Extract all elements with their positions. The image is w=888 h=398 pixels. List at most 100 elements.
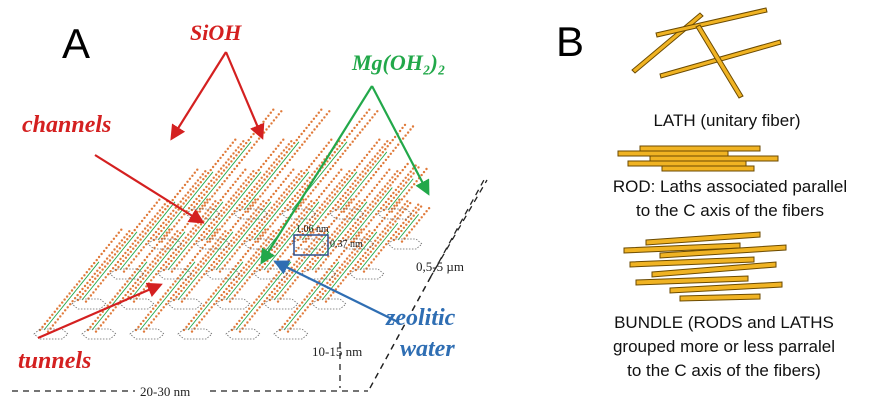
structure-dot — [400, 229, 403, 233]
structure-dot — [155, 201, 158, 204]
structure-dot — [322, 147, 326, 150]
structure-dot — [221, 195, 225, 199]
structure-dot — [235, 322, 239, 326]
structure-dot — [362, 186, 365, 189]
structure-dot — [314, 217, 317, 220]
structure-dot — [380, 219, 384, 223]
structure-dot — [227, 163, 231, 166]
structure-dot — [212, 260, 216, 264]
structure-dot — [360, 228, 363, 231]
structure-dot — [378, 149, 382, 152]
structure-dot — [304, 240, 308, 243]
structure-dot — [229, 271, 232, 274]
tunnel-block — [71, 298, 107, 310]
mg-layer-line — [157, 171, 214, 241]
structure-dot — [172, 251, 175, 255]
lath-caption: LATH (unitary fiber) — [653, 111, 800, 130]
structure-dot — [371, 116, 374, 119]
structure-dot — [298, 146, 301, 149]
structure-dot — [354, 184, 357, 187]
structure-dot — [202, 178, 205, 181]
structure-dot — [66, 306, 69, 309]
structure-dot — [259, 245, 263, 248]
structure-dot — [406, 131, 410, 134]
structure-dot — [103, 260, 106, 263]
structure-dot — [193, 213, 197, 217]
structure-dot — [250, 188, 254, 192]
structure-dot — [167, 262, 171, 266]
structure-dot — [318, 122, 321, 125]
structure-dot — [264, 239, 268, 242]
structure-dot — [321, 287, 324, 291]
structure-dot — [268, 293, 271, 297]
structure-dot — [107, 315, 110, 318]
structure-dot — [379, 196, 382, 199]
structure-dot — [384, 190, 387, 193]
structure-dot — [177, 250, 180, 253]
bundle-fiber-3 — [659, 244, 787, 259]
structure-dot — [295, 138, 298, 142]
structure-dot — [404, 134, 407, 137]
structure-dot — [235, 238, 238, 241]
structure-dot — [405, 192, 408, 195]
structure-dot — [253, 227, 256, 231]
tunnel-block — [387, 238, 423, 250]
structure-dot — [142, 246, 145, 249]
structure-dot — [327, 141, 330, 144]
structure-dot — [357, 265, 360, 269]
tunnel-block — [215, 298, 251, 310]
structure-dot — [364, 209, 367, 212]
structure-dot — [318, 290, 322, 294]
structure-dot — [121, 286, 124, 289]
structure-dot — [265, 175, 269, 178]
structure-dot — [311, 257, 314, 261]
structure-dot — [282, 138, 285, 141]
structure-dot — [361, 128, 364, 131]
structure-dot — [218, 270, 222, 273]
structure-dot — [185, 252, 188, 255]
structure-dot — [269, 233, 272, 236]
bundle-caption-line-2: grouped more or less parralel — [613, 337, 835, 356]
structure-dot — [242, 187, 246, 190]
structure-dot — [383, 185, 387, 188]
structure-dot — [269, 195, 273, 199]
structure-dot — [389, 194, 393, 198]
structure-dot — [190, 330, 194, 333]
structure-dot — [105, 246, 108, 250]
structure-dot — [202, 188, 206, 192]
tunnel-block — [109, 268, 145, 280]
structure-dot — [234, 265, 237, 268]
structure-dot — [168, 239, 172, 242]
structure-dot — [197, 194, 201, 198]
structure-dot — [111, 256, 114, 259]
structure-dot — [359, 173, 362, 176]
structure-dot — [147, 271, 150, 274]
structure-dot — [136, 236, 139, 239]
structure-dot — [112, 237, 116, 240]
structure-dot — [83, 274, 86, 277]
structure-dot — [277, 113, 280, 116]
structure-dot — [191, 227, 195, 230]
structure-dot — [358, 200, 361, 203]
structure-dot — [355, 165, 359, 169]
structure-dot — [207, 224, 211, 228]
structure-dot — [298, 230, 302, 234]
structure-dot — [223, 180, 226, 183]
structure-dot — [275, 163, 279, 166]
structure-dot — [171, 283, 175, 286]
structure-dot — [231, 183, 235, 187]
structure-dot — [343, 181, 346, 184]
structure-dot — [98, 266, 101, 269]
structure-dot — [267, 236, 270, 239]
structure-dot — [87, 297, 90, 300]
structure-dot — [204, 175, 207, 178]
structure-dot — [316, 251, 319, 255]
structure-dot — [211, 203, 214, 206]
structure-dot — [360, 159, 364, 163]
structure-dot — [250, 304, 253, 307]
structure-dot — [288, 316, 292, 319]
structure-dot — [415, 222, 418, 225]
structure-dot — [272, 161, 276, 164]
mg-layer-line — [81, 231, 138, 301]
structure-dot — [208, 198, 212, 201]
